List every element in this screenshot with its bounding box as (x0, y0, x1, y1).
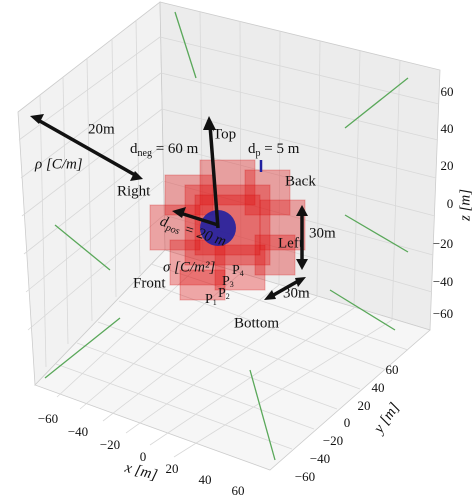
x-tick-label: 60 (232, 483, 245, 498)
point-label: P1 (205, 292, 217, 307)
x-tick-label: 0 (140, 449, 147, 464)
z-tick-label: 60 (441, 84, 454, 99)
projections (44, 11, 409, 461)
distance-label: dp = 5 m (248, 141, 300, 159)
x-tick-label: −20 (100, 437, 120, 452)
distance-label: dneg = 60 m (130, 141, 199, 159)
y-tick-label: 20 (358, 398, 371, 413)
face-label: Top (213, 126, 236, 142)
y-tick-label: −20 (323, 433, 343, 448)
x-tick-label: 40 (199, 472, 212, 487)
length-label: 30m (283, 285, 310, 301)
x-tick-label: 20 (166, 461, 179, 476)
subscript: pos (163, 222, 181, 237)
z-tick-label: 0 (447, 196, 454, 211)
face-label: Bottom (234, 315, 279, 331)
y-axis-label: y [m] (370, 400, 403, 438)
point-index: 3 (230, 280, 234, 289)
y-tick-label: 0 (344, 415, 351, 430)
subscript: neg (138, 148, 152, 159)
z-tick-label: −40 (433, 274, 453, 289)
point-symbol: P (205, 292, 213, 307)
subscript: p (256, 148, 261, 159)
point-label: P2 (218, 286, 230, 301)
point-symbol: P (222, 274, 230, 289)
text: = 60 m (152, 141, 199, 157)
arrows (30, 114, 308, 300)
y-tick-label: 60 (386, 362, 399, 377)
point-index: 2 (226, 292, 230, 301)
z-tick-label: 20 (441, 158, 454, 173)
point-symbol: P (218, 286, 226, 301)
sigma-label: σ [C/m²] (163, 259, 215, 275)
length-label: 30m (309, 225, 336, 241)
point-index: 1 (213, 298, 217, 307)
face-label: Front (133, 275, 166, 291)
tick-labels: −60−40−200204060−60−40−2002040606040200−… (38, 84, 454, 498)
z-tick-label: −60 (433, 306, 453, 321)
y-tick-label: −40 (310, 451, 330, 466)
face-label: Right (117, 183, 151, 199)
x-tick-label: −60 (38, 411, 58, 426)
x-axis-label: x [m] (122, 459, 159, 483)
symbol: d (130, 141, 138, 157)
face-label: Back (285, 173, 316, 189)
length-label: 20m (88, 121, 115, 137)
face-label: Left (278, 235, 304, 251)
rho-label: ρ [C/m] (34, 156, 83, 172)
floor-pane (34, 249, 431, 471)
y-tick-label: 40 (372, 380, 385, 395)
z-axis-label: z [m] (457, 189, 473, 222)
text: = 5 m (261, 141, 300, 157)
symbol: d (248, 141, 256, 157)
z-tick-label: 40 (441, 121, 454, 136)
point-index: 4 (240, 269, 244, 278)
y-tick-label: −60 (295, 469, 315, 484)
point-label: P3 (222, 274, 234, 289)
z-tick-label: −20 (433, 236, 453, 251)
x-tick-label: −40 (68, 424, 88, 439)
point-symbol: P (232, 263, 240, 278)
point-label: P4 (232, 263, 244, 278)
